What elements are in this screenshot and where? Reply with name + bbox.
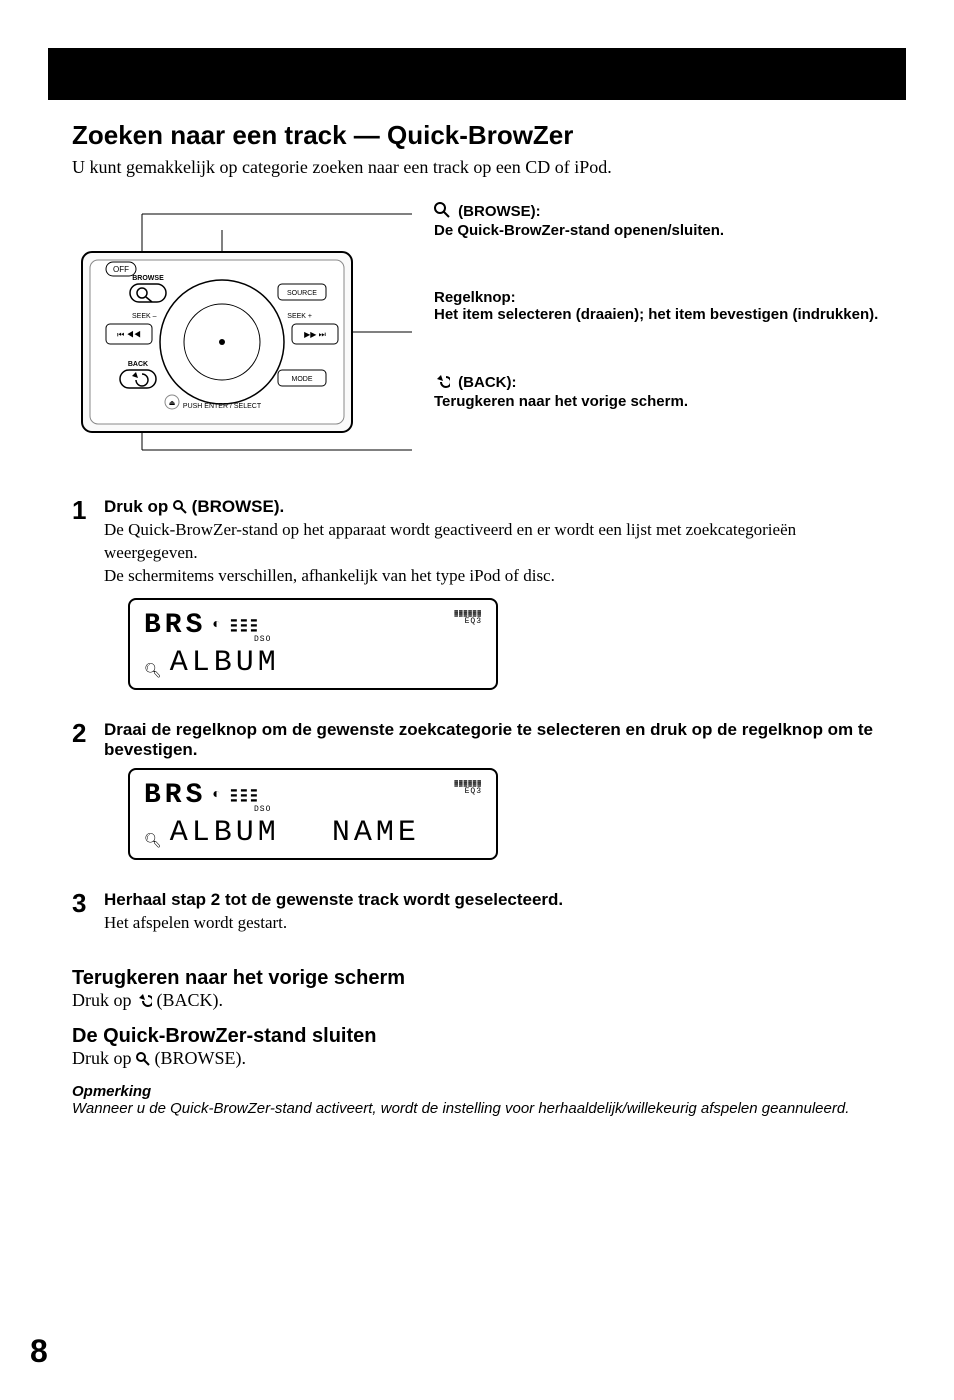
label-off: OFF bbox=[113, 265, 129, 274]
label-push-enter: PUSH ENTER / SELECT bbox=[183, 403, 262, 410]
search-icon: 🔍︎ bbox=[144, 663, 166, 680]
lcd-1: BRS ◐ ▬▬▬▬▬▬▬▬▬ ▓▓▓▓▓▓EQ3 DSO 🔍︎ALBUM bbox=[128, 598, 498, 690]
close-text: Druk op (BROWSE). bbox=[72, 1048, 882, 1069]
label-mode: MODE bbox=[292, 376, 313, 383]
return-text: Druk op (BACK). bbox=[72, 990, 882, 1011]
callout-dial-title: Regelknop: bbox=[434, 289, 882, 306]
label-seek-plus: SEEK + bbox=[287, 313, 312, 320]
callout-browse-title: (BROWSE): bbox=[454, 203, 541, 220]
step-2-title: Draai de regelknop om de gewenste zoekca… bbox=[104, 720, 882, 760]
callout-back-text: Terugkeren naar het vorige scherm. bbox=[434, 393, 882, 410]
back-icon bbox=[434, 373, 450, 393]
callout-back: (BACK): Terugkeren naar het vorige scher… bbox=[434, 373, 882, 410]
label-back: BACK bbox=[128, 361, 148, 368]
svg-text:▶▶ ⏭: ▶▶ ⏭ bbox=[304, 330, 326, 339]
callout-dial: Regelknop: Het item selecteren (draaien)… bbox=[434, 289, 882, 323]
search-icon: 🔍︎ bbox=[144, 833, 166, 850]
callout-browse-text: De Quick-BrowZer-stand openen/sluiten. bbox=[434, 222, 882, 239]
step-3-text: Het afspelen wordt gestart. bbox=[104, 912, 882, 935]
step-1-title: Druk op (BROWSE). bbox=[104, 497, 882, 517]
search-icon bbox=[434, 202, 450, 222]
device-svg: PUSH ENTER / SELECT OFF BROWSE SOURCE SE… bbox=[72, 202, 412, 462]
steps-list: 1 Druk op (BROWSE). De Quick-BrowZer-sta… bbox=[72, 497, 882, 945]
note-text: Wanneer u de Quick-BrowZer-stand activee… bbox=[72, 1100, 882, 1117]
step-2: 2 Draai de regelknop om de gewenste zoek… bbox=[72, 720, 882, 868]
callout-back-title: (BACK): bbox=[454, 374, 516, 391]
label-source: SOURCE bbox=[287, 290, 317, 297]
diagram-row: PUSH ENTER / SELECT OFF BROWSE SOURCE SE… bbox=[72, 202, 882, 467]
step-2-num: 2 bbox=[72, 720, 94, 746]
section-header-bar bbox=[48, 48, 906, 100]
step-1-num: 1 bbox=[72, 497, 94, 523]
svg-text:⏏: ⏏ bbox=[169, 400, 176, 407]
svg-text:⏮ ◀◀: ⏮ ◀◀ bbox=[117, 330, 141, 339]
lcd-2: BRS ◐ ▬▬▬▬▬▬▬▬▬ ▓▓▓▓▓▓EQ3 DSO 🔍︎ALBUM NA… bbox=[128, 768, 498, 860]
step-3-title: Herhaal stap 2 tot de gewenste track wor… bbox=[104, 890, 882, 910]
callout-dial-text: Het item selecteren (draaien); het item … bbox=[434, 306, 882, 323]
back-icon bbox=[136, 990, 152, 1010]
close-heading: De Quick-BrowZer-stand sluiten bbox=[72, 1025, 882, 1048]
step-3-num: 3 bbox=[72, 890, 94, 916]
search-icon bbox=[173, 497, 187, 516]
label-browse: BROWSE bbox=[132, 275, 164, 282]
callouts: (BROWSE): De Quick-BrowZer-stand openen/… bbox=[434, 202, 882, 467]
page: Zoeken naar een track — Quick-BrowZer U … bbox=[0, 48, 954, 1400]
page-title: Zoeken naar een track — Quick-BrowZer bbox=[72, 120, 882, 151]
step-1: 1 Druk op (BROWSE). De Quick-BrowZer-sta… bbox=[72, 497, 882, 698]
device-diagram: PUSH ENTER / SELECT OFF BROWSE SOURCE SE… bbox=[72, 202, 412, 467]
step-3: 3 Herhaal stap 2 tot de gewenste track w… bbox=[72, 890, 882, 945]
label-seek-minus: SEEK – bbox=[132, 313, 157, 320]
content-area: Zoeken naar een track — Quick-BrowZer U … bbox=[0, 100, 954, 1157]
step-1-text: De Quick-BrowZer-stand op het apparaat w… bbox=[104, 519, 882, 588]
search-icon bbox=[136, 1048, 150, 1068]
return-heading: Terugkeren naar het vorige scherm bbox=[72, 967, 882, 990]
callout-browse: (BROWSE): De Quick-BrowZer-stand openen/… bbox=[434, 202, 882, 239]
note-heading: Opmerking bbox=[72, 1083, 882, 1100]
intro-text: U kunt gemakkelijk op categorie zoeken n… bbox=[72, 157, 882, 178]
